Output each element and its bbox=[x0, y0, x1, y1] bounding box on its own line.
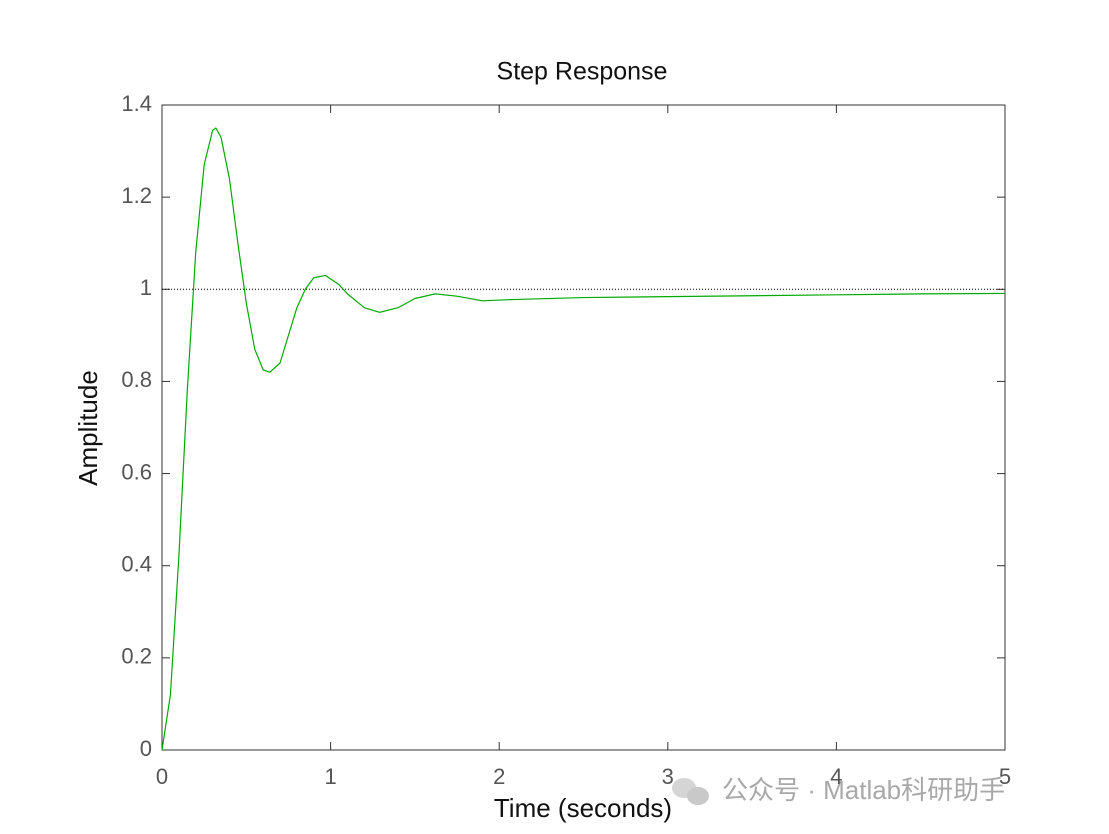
x-axis-label: Time (seconds) bbox=[494, 793, 672, 823]
y-axis-label: Amplitude bbox=[73, 370, 103, 486]
y-tick-label: 0.2 bbox=[121, 644, 152, 669]
watermark-icon bbox=[672, 778, 709, 805]
y-tick-label: 0.8 bbox=[121, 367, 152, 392]
x-tick-label: 1 bbox=[324, 764, 336, 789]
watermark: 公众号 · Matlab科研助手 bbox=[722, 775, 1005, 805]
x-tick-label: 5 bbox=[999, 764, 1011, 789]
y-tick-label: 1 bbox=[140, 275, 152, 300]
x-tick-label: 0 bbox=[156, 764, 168, 789]
y-tick-label: 0 bbox=[140, 736, 152, 761]
x-tick-label: 2 bbox=[493, 764, 505, 789]
x-tick-label: 4 bbox=[830, 764, 842, 789]
y-tick-label: 1.2 bbox=[121, 183, 152, 208]
line-series bbox=[161, 127, 1006, 751]
plot-frame bbox=[161, 104, 1006, 751]
y-tick-label: 0.4 bbox=[121, 552, 152, 577]
x-tick-label: 3 bbox=[662, 764, 674, 789]
y-tick-label: 0.6 bbox=[121, 459, 152, 484]
y-tick-label: 1.4 bbox=[121, 91, 152, 116]
chart-title: Step Response bbox=[497, 58, 668, 86]
